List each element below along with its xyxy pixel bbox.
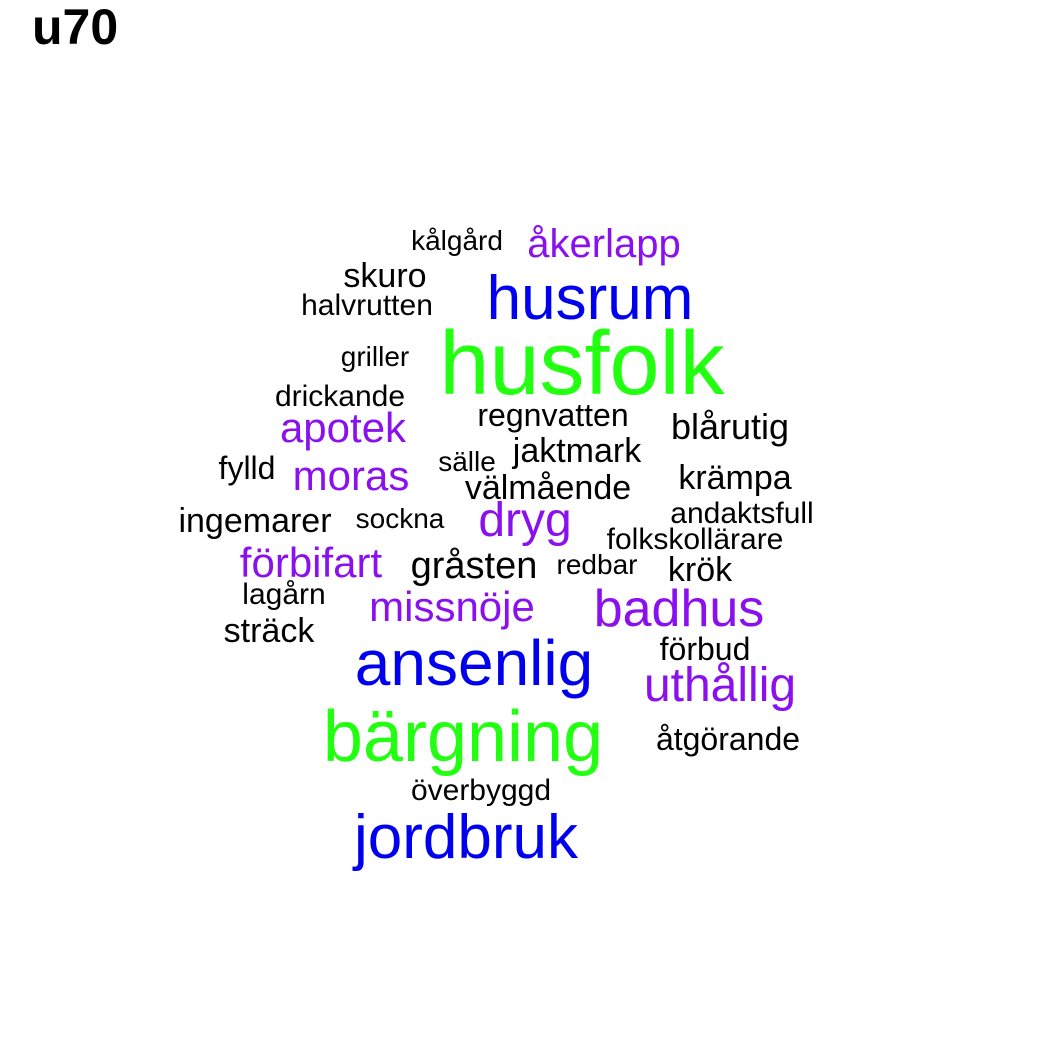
word-12: jaktmark bbox=[512, 432, 642, 470]
word-10: apotek bbox=[279, 404, 407, 451]
word-13: sälle bbox=[438, 446, 496, 477]
word-24: gråsten bbox=[410, 545, 538, 587]
word-36: överbyggd bbox=[410, 774, 552, 807]
word-37: jordbruk bbox=[354, 803, 578, 872]
word-2: åkerlapp bbox=[527, 222, 681, 266]
word-34: bärgning bbox=[322, 697, 604, 777]
word-25: redbar bbox=[556, 549, 638, 580]
word-11: blårutig bbox=[670, 406, 790, 447]
word-18: andaktsfull bbox=[670, 497, 814, 530]
word-4: husrum bbox=[486, 264, 694, 333]
word-31: förbud bbox=[659, 631, 751, 667]
word-29: missnöje bbox=[369, 583, 535, 630]
word-19: ingemarer bbox=[178, 502, 332, 540]
word-16: krämpa bbox=[678, 459, 792, 497]
word-27: lagårn bbox=[242, 578, 326, 611]
word-3: skuro bbox=[343, 257, 427, 295]
word-6: husfolk bbox=[439, 314, 725, 414]
word-30: sträck bbox=[223, 612, 315, 650]
word-9: regnvatten bbox=[477, 397, 629, 433]
word-5: halvrutten bbox=[301, 289, 433, 322]
word-20: sockna bbox=[355, 503, 445, 534]
page-title: u70 bbox=[32, 0, 119, 55]
word-28: badhus bbox=[593, 580, 765, 638]
word-15: moras bbox=[292, 452, 410, 499]
word-32: ansenlig bbox=[354, 627, 594, 699]
word-21: dryg bbox=[478, 494, 572, 547]
word-7: griller bbox=[340, 341, 410, 372]
word-1: kålgård bbox=[411, 225, 503, 256]
word-23: förbifart bbox=[239, 539, 383, 586]
word-22: folkskollärare bbox=[606, 523, 784, 556]
word-33: uthållig bbox=[643, 659, 797, 712]
word-26: krök bbox=[667, 551, 733, 589]
word-8: drickande bbox=[274, 380, 406, 413]
word-17: välmående bbox=[464, 469, 632, 507]
word-14: fylld bbox=[218, 450, 276, 486]
word-35: åtgörande bbox=[655, 721, 801, 757]
